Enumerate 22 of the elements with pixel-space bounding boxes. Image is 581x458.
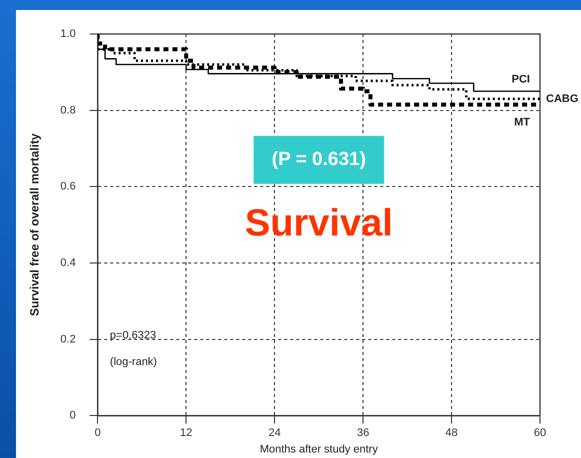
y-tick-label: 0.2 bbox=[60, 333, 76, 346]
series-label: CABG bbox=[546, 92, 578, 105]
x-axis-title: Months after study entry bbox=[260, 443, 378, 456]
y-axis-title: Survival free of overall mortality bbox=[28, 133, 42, 316]
y-tick-label: 0 bbox=[70, 410, 76, 422]
y-tick-label: 0.6 bbox=[60, 180, 76, 193]
x-tick-label: 36 bbox=[356, 427, 370, 440]
x-tick-label: 24 bbox=[268, 427, 281, 440]
annotation: (P = 0.631) bbox=[272, 149, 366, 170]
annotation: (log-rank) bbox=[110, 356, 157, 368]
x-tick-label: 48 bbox=[445, 427, 458, 440]
series-label: MT bbox=[514, 116, 530, 129]
y-tick-label: 0.4 bbox=[60, 256, 76, 269]
annotation: p=0.6323 bbox=[110, 329, 156, 342]
y-tick-label: 0.8 bbox=[60, 104, 76, 116]
annotation: Survival bbox=[244, 202, 393, 244]
series-label: PCI bbox=[512, 73, 530, 86]
x-tick-label: 0 bbox=[94, 427, 101, 440]
slide-panel: Months after study entry Survival free of overall mortality 0 12 24 36 48 60 0 0.2 0.4 0.6 0.8 1.0 PCI CABG MT (P = 0.631) Survival p=0.6323 (log-rank) bbox=[16, 10, 581, 458]
x-tick-label: 60 bbox=[534, 427, 546, 440]
y-tick-label: 1.0 bbox=[60, 28, 76, 40]
x-tick-label: 12 bbox=[180, 427, 192, 440]
